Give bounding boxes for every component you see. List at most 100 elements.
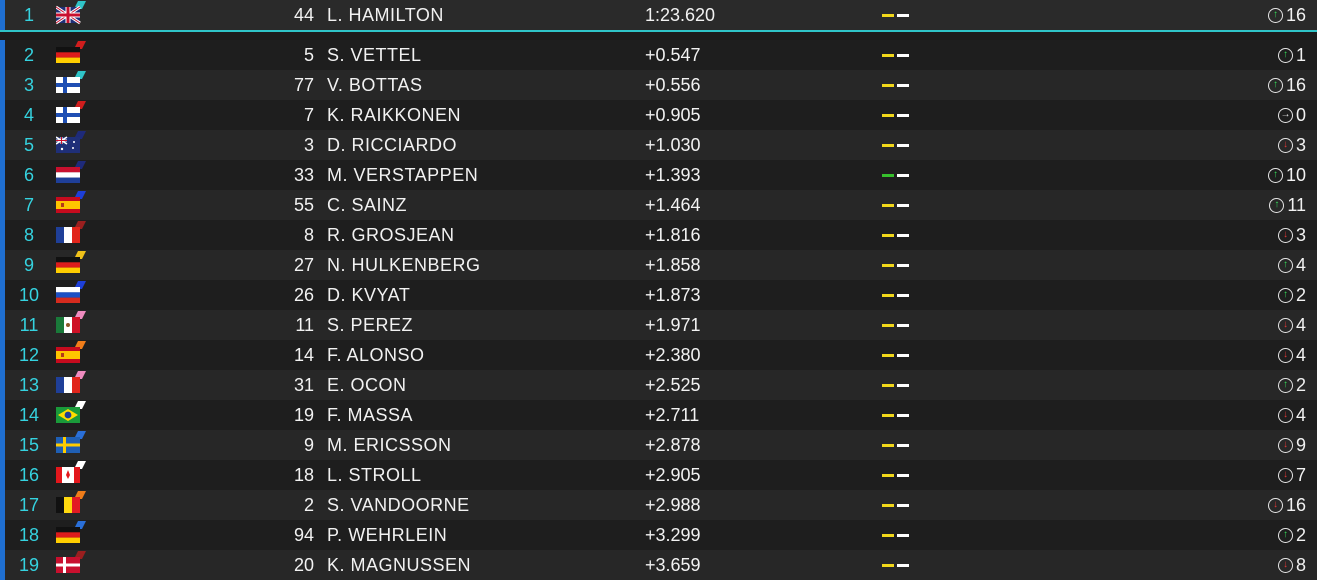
- sector-dash-next: [897, 144, 909, 147]
- sector-dash-current: [882, 234, 894, 237]
- driver-name: F. MASSA: [327, 405, 414, 425]
- position-number: 19: [18, 555, 40, 575]
- driver-row[interactable]: 1 44 L. HAMILTON 1:23.620 ↑ 16: [0, 0, 1317, 32]
- sector-dash-next: [897, 504, 909, 507]
- sector-dash-current: [882, 204, 894, 207]
- driver-row[interactable]: 19 20 K. MAGNUSSEN +3.659 ↓ 8: [0, 550, 1317, 580]
- row-accent-bar: [0, 370, 5, 400]
- sector-dash-next: [897, 234, 909, 237]
- driver-row[interactable]: 11 11 S. PEREZ +1.971 ↓ 4: [0, 310, 1317, 340]
- lap-time-gap: +2.380: [645, 345, 701, 365]
- position-number: 2: [23, 45, 34, 65]
- driver-name: E. OCON: [327, 375, 407, 395]
- sector-indicator: [882, 174, 912, 177]
- denmark-flag-icon: [56, 551, 88, 579]
- driver-name: L. HAMILTON: [327, 5, 444, 25]
- position-change: ↓ 3: [1277, 220, 1306, 250]
- row-accent-bar: [0, 400, 5, 430]
- row-accent-bar: [0, 70, 5, 100]
- sector-dash-current: [882, 474, 894, 477]
- driver-row[interactable]: 5 3 D. RICCIARDO +1.030 ↓ 3: [0, 130, 1317, 160]
- position-change-value: 4: [1295, 404, 1306, 425]
- driver-name: S. PEREZ: [327, 315, 414, 335]
- driver-row[interactable]: 10 26 D. KVYAT +1.873 ↑ 2: [0, 280, 1317, 310]
- sector-dash-next: [897, 174, 909, 177]
- driver-row[interactable]: 6 33 M. VERSTAPPEN +1.393 ↑ 10: [0, 160, 1317, 190]
- arrow-up-icon: ↑: [1267, 167, 1283, 183]
- driver-row[interactable]: 13 31 E. OCON +2.525 ↑ 2: [0, 370, 1317, 400]
- arrow-right-icon: →: [1277, 107, 1293, 123]
- position-number: 16: [18, 465, 40, 485]
- sector-indicator: [882, 564, 912, 567]
- sector-indicator: [882, 414, 912, 417]
- driver-row[interactable]: 18 94 P. WEHRLEIN +3.299 ↑ 2: [0, 520, 1317, 550]
- lap-time-gap: +0.556: [645, 75, 701, 95]
- position-change-value: 4: [1295, 344, 1306, 365]
- position-change: ↑ 2: [1277, 280, 1306, 310]
- spain-flag-icon: [56, 191, 88, 219]
- driver-row[interactable]: 17 2 S. VANDOORNE +2.988 ↓ 16: [0, 490, 1317, 520]
- driver-row[interactable]: 16 18 L. STROLL +2.905 ↓ 7: [0, 460, 1317, 490]
- arrow-down-icon: ↓: [1277, 557, 1293, 573]
- sector-dash-current: [882, 84, 894, 87]
- arrow-down-icon: ↓: [1277, 407, 1293, 423]
- arrow-down-icon: ↓: [1277, 137, 1293, 153]
- sector-dash-current: [882, 54, 894, 57]
- arrow-down-icon: ↓: [1277, 317, 1293, 333]
- driver-name: N. HULKENBERG: [327, 255, 481, 275]
- sector-dash-current: [882, 414, 894, 417]
- position-change-value: 16: [1285, 4, 1306, 25]
- germany-flag-icon: [56, 521, 88, 549]
- brazil-flag-icon: [56, 401, 88, 429]
- sector-dash-next: [897, 384, 909, 387]
- driver-row[interactable]: 8 8 R. GROSJEAN +1.816 ↓ 3: [0, 220, 1317, 250]
- driver-row[interactable]: 4 7 K. RAIKKONEN +0.905 → 0: [0, 100, 1317, 130]
- driver-row[interactable]: 15 9 M. ERICSSON +2.878 ↓ 9: [0, 430, 1317, 460]
- position-change-value: 1: [1295, 44, 1306, 65]
- row-accent-bar: [0, 280, 5, 310]
- driver-name: S. VANDOORNE: [327, 495, 470, 515]
- position-number: 6: [23, 165, 34, 185]
- position-number: 13: [18, 375, 40, 395]
- position-change-value: 3: [1295, 224, 1306, 245]
- position-number: 7: [23, 195, 34, 215]
- driver-row[interactable]: 3 77 V. BOTTAS +0.556 ↑ 16: [0, 70, 1317, 100]
- france-flag-icon: [56, 371, 88, 399]
- position-change: ↑ 2: [1277, 520, 1306, 550]
- lap-time-gap: +2.711: [645, 405, 700, 425]
- row-accent-bar: [0, 490, 5, 520]
- position-change: ↑ 4: [1277, 250, 1306, 280]
- arrow-down-icon: ↓: [1277, 467, 1293, 483]
- sector-indicator: [882, 54, 912, 57]
- sector-indicator: [882, 144, 912, 147]
- position-change-value: 7: [1295, 464, 1306, 485]
- driver-row[interactable]: 2 5 S. VETTEL +0.547 ↑ 1: [0, 40, 1317, 70]
- car-number: 19: [293, 405, 314, 425]
- sector-dash-next: [897, 264, 909, 267]
- position-change-value: 0: [1295, 104, 1306, 125]
- lap-time-gap: +0.547: [645, 45, 701, 65]
- position-change-value: 8: [1295, 554, 1306, 575]
- arrow-up-icon: ↑: [1267, 77, 1283, 93]
- position-change-value: 2: [1295, 374, 1306, 395]
- position-change: ↑ 16: [1267, 0, 1306, 30]
- position-change-value: 2: [1295, 524, 1306, 545]
- driver-row[interactable]: 9 27 N. HULKENBERG +1.858 ↑ 4: [0, 250, 1317, 280]
- position-number: 5: [23, 135, 34, 155]
- lap-time-gap: +1.393: [645, 165, 701, 185]
- lap-time-gap: +2.988: [645, 495, 701, 515]
- position-number: 4: [23, 105, 34, 125]
- lap-time-gap: +1.816: [645, 225, 701, 245]
- driver-row[interactable]: 7 55 C. SAINZ +1.464 ↑ 11: [0, 190, 1317, 220]
- driver-row[interactable]: 14 19 F. MASSA +2.711 ↓ 4: [0, 400, 1317, 430]
- car-number: 5: [303, 45, 314, 65]
- arrow-down-icon: ↓: [1277, 227, 1293, 243]
- sector-indicator: [882, 474, 912, 477]
- driver-row[interactable]: 12 14 F. ALONSO +2.380 ↓ 4: [0, 340, 1317, 370]
- lap-time-gap: +1.030: [645, 135, 701, 155]
- sector-dash-current: [882, 144, 894, 147]
- sector-dash-next: [897, 354, 909, 357]
- germany-flag-icon: [56, 251, 88, 279]
- arrow-up-icon: ↑: [1277, 287, 1293, 303]
- sector-indicator: [882, 264, 912, 267]
